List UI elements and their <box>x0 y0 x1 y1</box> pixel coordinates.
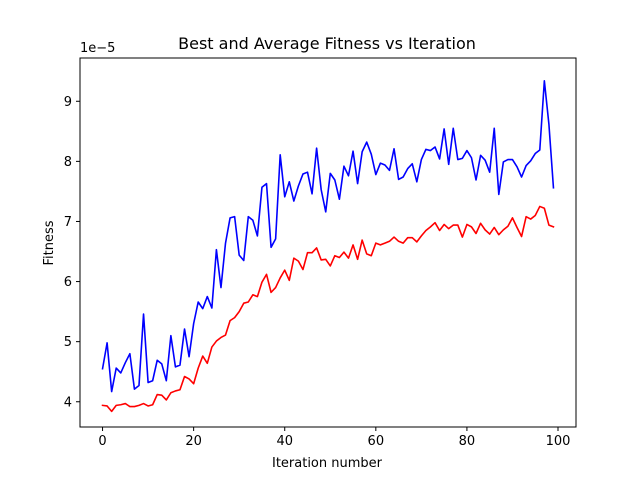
x-tick-label: 80 <box>459 434 476 449</box>
y-tick-label: 7 <box>64 215 72 230</box>
y-axis-offset-text: 1e−5 <box>80 41 115 56</box>
y-axis-label: Fitness <box>42 220 57 265</box>
x-tick-label: 40 <box>276 434 293 449</box>
chart-title: Best and Average Fitness vs Iteration <box>178 34 476 53</box>
y-tick-label: 8 <box>64 155 72 170</box>
plot-area <box>101 80 555 413</box>
x-tick-label: 60 <box>368 434 385 449</box>
best-fitness-line <box>101 80 555 393</box>
y-axis: 4 5 6 7 8 9 <box>64 95 80 410</box>
x-axis: 0 20 40 60 80 100 <box>98 427 570 449</box>
y-tick-label: 6 <box>64 275 72 290</box>
plot-frame <box>79 57 577 428</box>
y-tick-label: 9 <box>64 95 72 110</box>
x-tick-label: 0 <box>98 434 106 449</box>
x-axis-label: Iteration number <box>272 456 383 471</box>
x-tick-label: 20 <box>185 434 202 449</box>
y-tick-label: 5 <box>64 335 72 350</box>
y-tick-label: 4 <box>64 395 72 410</box>
x-tick-label: 100 <box>546 434 571 449</box>
average-fitness-line <box>101 205 555 413</box>
